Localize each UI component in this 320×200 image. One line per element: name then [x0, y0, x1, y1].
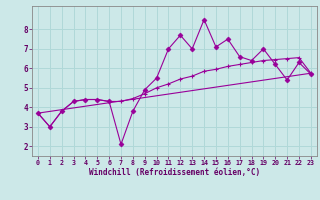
X-axis label: Windchill (Refroidissement éolien,°C): Windchill (Refroidissement éolien,°C): [89, 168, 260, 177]
